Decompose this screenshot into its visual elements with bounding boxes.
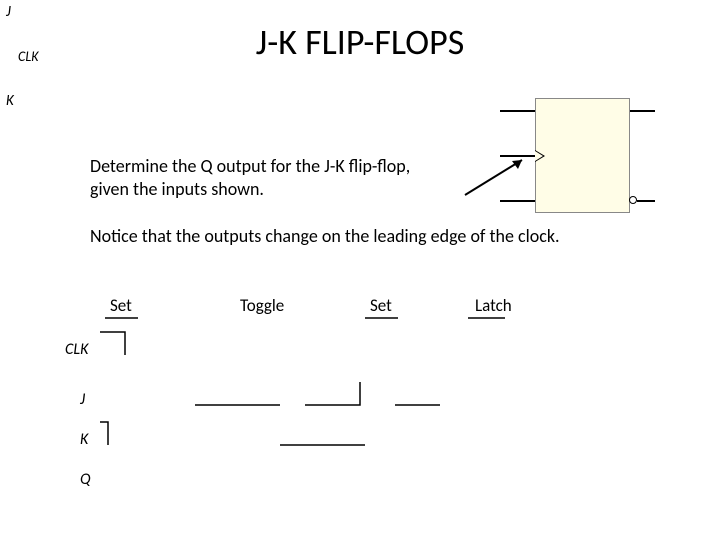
ff-j-label: J (6, 3, 11, 21)
wire-qbar (637, 200, 655, 202)
problem-text: Determine the Q output for the J-K flip-… (90, 155, 470, 202)
wave-clk (100, 332, 125, 355)
signal-label-k: K (80, 430, 88, 449)
problem-line1: Determine the Q output for the J-K flip-… (90, 155, 410, 177)
ff-k-label: K (6, 92, 14, 110)
wave-j-seg2 (305, 382, 360, 405)
problem-line2: given the inputs shown. (90, 178, 264, 200)
page-title: J-K FLIP-FLOPS (0, 20, 720, 64)
wave-k-seg1 (100, 422, 108, 445)
arrow-to-clk (460, 155, 540, 205)
signal-label-clk: CLK (65, 340, 88, 359)
wire-q (630, 110, 655, 112)
ff-clk-label: CLK (18, 48, 38, 65)
wire-j (500, 110, 535, 112)
signal-label-q: Q (80, 470, 91, 489)
notice-text: Notice that the outputs change on the le… (90, 225, 670, 247)
flipflop-block (535, 98, 630, 213)
timing-diagram (100, 310, 620, 510)
qbar-bubble (629, 196, 637, 204)
signal-label-j: J (80, 390, 85, 409)
